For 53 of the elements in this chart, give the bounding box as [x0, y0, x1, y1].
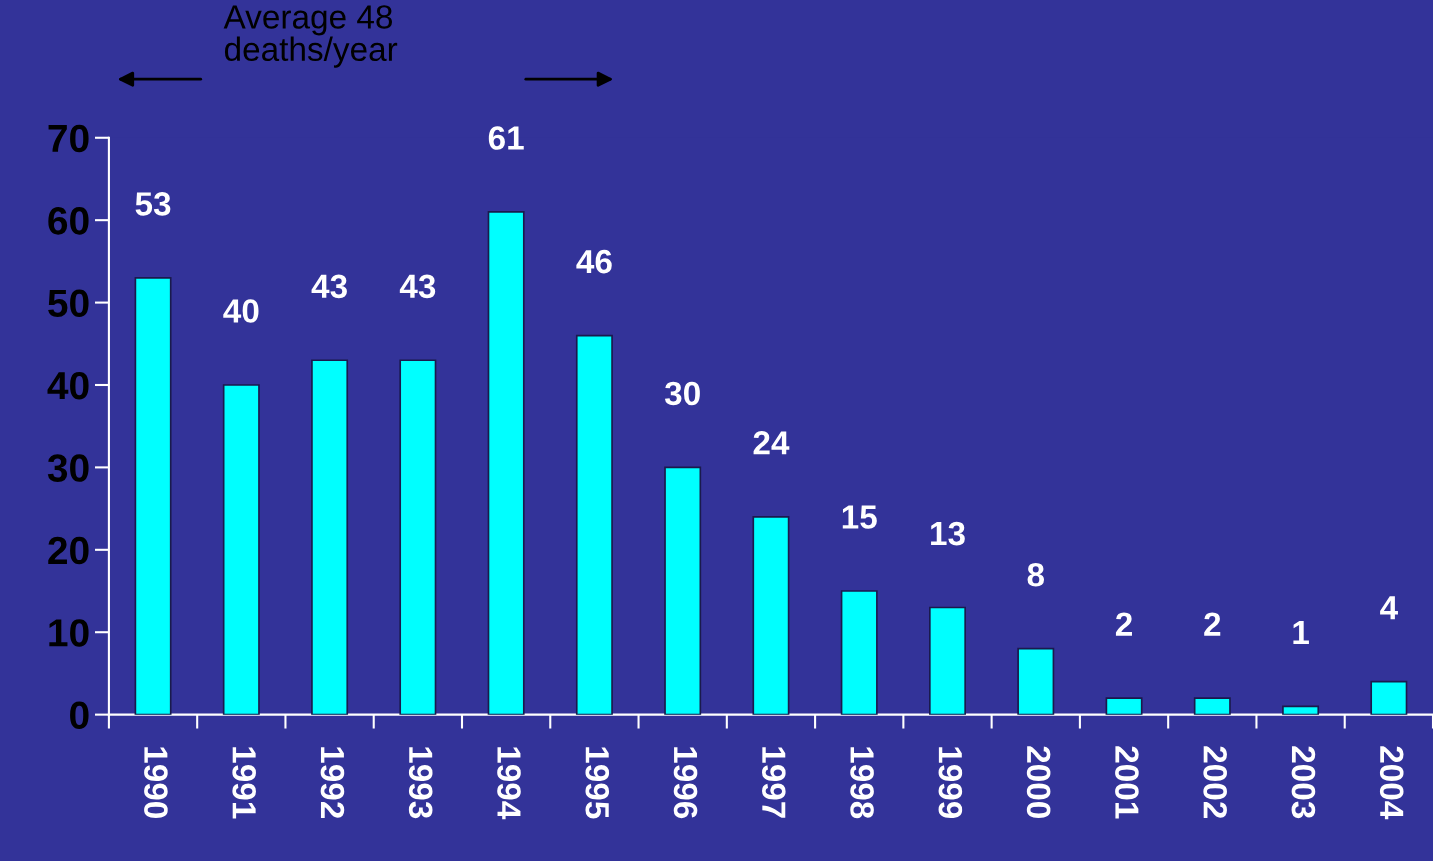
x-tick-label: 1995 — [585, 747, 610, 819]
data-label: 61 — [488, 126, 524, 150]
y-tick-label: 40 — [47, 371, 89, 400]
y-tick-label: 30 — [47, 454, 89, 482]
x-tick-label: 1999 — [938, 747, 963, 819]
x-tick-label: 1993 — [408, 747, 433, 819]
x-tick-label: 1991 — [232, 747, 256, 819]
y-tick-label: 50 — [48, 289, 89, 318]
data-label: 13 — [931, 521, 965, 546]
x-tick-label: 2004 — [1379, 746, 1404, 820]
x-tick-label: 2001 — [1115, 746, 1139, 819]
y-tick-label: 0 — [70, 701, 89, 730]
x-tick-label: 1994 — [497, 747, 521, 820]
data-label: 8 — [1027, 562, 1045, 587]
bar — [134, 277, 172, 715]
y-tick-label: 70 — [48, 124, 89, 153]
y-tick-label: 10 — [49, 619, 89, 647]
bar — [1193, 697, 1231, 715]
data-label: 2 — [1204, 612, 1221, 636]
bar — [487, 211, 525, 715]
data-label: 15 — [842, 505, 877, 529]
bar — [840, 590, 878, 715]
bar — [1017, 647, 1055, 715]
bar — [664, 466, 702, 715]
x-tick-label: 2000 — [1026, 746, 1051, 818]
bar — [399, 359, 437, 715]
x-tick-label: 2003 — [1291, 746, 1316, 819]
x-tick-label: 2002 — [1203, 746, 1227, 818]
bar — [1105, 697, 1143, 715]
data-label: 40 — [223, 299, 259, 323]
bar — [575, 334, 613, 715]
data-label: 53 — [135, 192, 171, 216]
y-tick-label: 20 — [48, 536, 89, 565]
x-tick-label: 1992 — [320, 747, 345, 818]
x-tick-label: 1996 — [673, 747, 698, 819]
data-label: 24 — [753, 431, 790, 455]
data-label: 46 — [576, 249, 612, 274]
bar — [929, 606, 966, 715]
y-tick-label: 60 — [48, 207, 89, 235]
data-label: 30 — [664, 381, 700, 406]
x-tick-label: 1990 — [144, 747, 168, 818]
x-tick-label: 1998 — [850, 747, 874, 819]
data-label: 43 — [311, 274, 347, 299]
data-label: 4 — [1380, 596, 1398, 620]
text: Average 48 deaths/year — [223, 5, 398, 68]
data-label: 1 — [1293, 620, 1309, 644]
bar — [222, 384, 260, 715]
data-label: 43 — [399, 274, 436, 299]
x-tick-label: 1997 — [762, 747, 786, 818]
data-label: 2 — [1115, 612, 1132, 636]
bar — [752, 516, 790, 715]
bar — [1370, 680, 1408, 715]
bar — [311, 359, 349, 715]
